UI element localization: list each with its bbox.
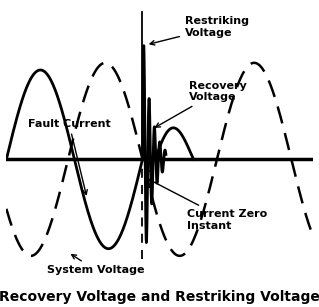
Text: Fault Current: Fault Current <box>28 119 110 194</box>
Text: Current Zero
Instant: Current Zero Instant <box>148 179 267 231</box>
Text: System Voltage: System Voltage <box>47 255 145 275</box>
Text: Recovery Voltage and Restriking Voltage: Recovery Voltage and Restriking Voltage <box>0 290 319 304</box>
Text: Restriking
Voltage: Restriking Voltage <box>150 16 249 45</box>
Text: 0: 0 <box>145 164 153 174</box>
Text: Recovery
Voltage: Recovery Voltage <box>156 81 247 127</box>
